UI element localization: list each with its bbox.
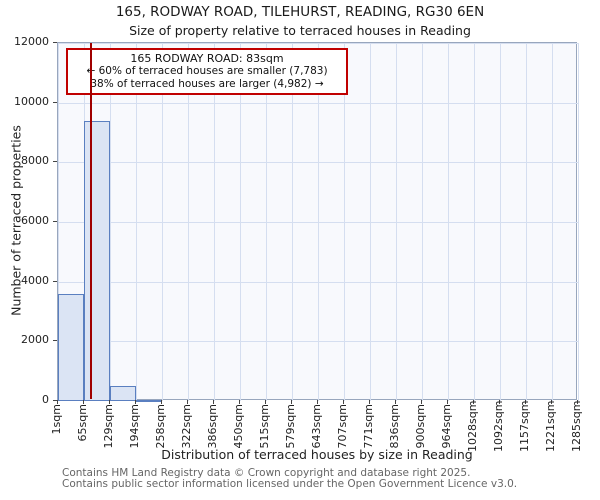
x-tick-mark <box>317 400 318 404</box>
x-tick-label: 1sqm <box>50 404 63 435</box>
x-gridline <box>162 43 164 401</box>
x-tick-mark <box>57 400 58 404</box>
x-tick-mark <box>187 400 188 404</box>
x-gridline <box>213 43 215 401</box>
x-tick-mark <box>498 400 500 404</box>
x-tick-label: 1157sqm <box>518 400 532 452</box>
x-tick-label: 836sqm <box>388 404 402 449</box>
chart-title: 165, RODWAY ROAD, TILEHURST, READING, RG… <box>115 4 485 20</box>
x-tick-label: 65sqm <box>75 404 89 442</box>
x-tick-label: 129sqm <box>101 404 115 449</box>
x-tick-mark <box>82 400 84 404</box>
x-gridline <box>473 43 475 401</box>
y-tick-label: 12000 <box>14 35 49 48</box>
y-tick-label: 8000 <box>21 154 49 168</box>
x-tick-label: 515sqm <box>258 404 272 449</box>
y-tick-label: 10000 <box>14 94 49 108</box>
x-gridline <box>318 43 319 401</box>
x-tick-label: 450sqm <box>231 404 245 449</box>
x-tick-label: 1028sqm <box>465 400 479 452</box>
y-tick-label: 0 <box>42 393 49 406</box>
x-tick-mark <box>135 400 137 404</box>
y-tick-mark <box>53 280 57 282</box>
chart-subtitle: Size of property relative to terraced ho… <box>129 23 471 38</box>
x-tick-label: 771sqm <box>361 404 375 449</box>
histogram-bar <box>83 120 110 401</box>
x-tick-mark <box>421 400 423 404</box>
x-gridline <box>448 43 449 401</box>
y-tick-label: 4000 <box>21 273 49 287</box>
x-tick-mark <box>525 400 527 404</box>
y-tick-mark <box>53 42 57 43</box>
x-tick-label: 964sqm <box>440 404 453 449</box>
property-size-marker-line <box>90 43 93 399</box>
x-tick-mark <box>395 400 397 404</box>
x-gridline <box>578 43 579 401</box>
histogram-bar <box>109 386 137 401</box>
annotation-box: 165 RODWAY ROAD: 83sqm ← 60% of terraced… <box>66 48 348 95</box>
annotation-larger-stat: 38% of terraced houses are larger (4,982… <box>90 78 324 90</box>
x-gridline <box>266 43 268 401</box>
annotation-property-label: 165 RODWAY ROAD: 83sqm <box>130 52 284 65</box>
x-tick-mark <box>342 400 344 404</box>
x-tick-label: 194sqm <box>128 404 142 449</box>
x-gridline <box>552 43 554 401</box>
x-tick-label: 643sqm <box>310 404 323 449</box>
histogram-bar <box>58 293 84 401</box>
x-tick-label: 707sqm <box>335 404 349 449</box>
x-gridline <box>136 43 138 401</box>
y-tick-mark <box>53 400 57 401</box>
x-tick-mark <box>238 400 240 404</box>
x-tick-label: 579sqm <box>284 404 298 449</box>
x-gridline <box>109 43 111 401</box>
x-tick-label: 1092sqm <box>491 400 505 452</box>
x-tick-mark <box>212 400 214 404</box>
x-gridline <box>188 43 189 401</box>
x-tick-label: 900sqm <box>414 404 428 449</box>
x-tick-mark <box>291 400 293 404</box>
x-tick-label: 1285sqm <box>570 400 583 452</box>
y-tick-mark <box>53 340 57 342</box>
x-tick-label: 322sqm <box>180 404 193 449</box>
x-gridline <box>239 43 241 401</box>
y-tick-mark <box>53 221 57 222</box>
footer-licence: Contains public sector information licen… <box>62 478 518 490</box>
x-gridline <box>499 43 501 401</box>
x-tick-mark <box>108 400 110 404</box>
x-tick-mark <box>447 400 448 404</box>
y-tick-mark <box>53 101 57 103</box>
x-tick-label: 1221sqm <box>544 400 558 452</box>
x-tick-label: 258sqm <box>154 404 168 449</box>
y-tick-label: 6000 <box>21 214 49 227</box>
x-tick-mark <box>161 400 163 404</box>
x-tick-mark <box>577 400 578 404</box>
x-tick-mark <box>368 400 370 404</box>
x-gridline <box>396 43 398 401</box>
x-gridline <box>58 43 59 401</box>
x-gridline <box>422 43 424 401</box>
x-gridline <box>526 43 528 401</box>
x-gridline <box>292 43 294 401</box>
y-tick-mark <box>53 161 57 163</box>
x-tick-mark <box>472 400 474 404</box>
x-axis-label: Distribution of terraced houses by size … <box>161 447 473 462</box>
annotation-smaller-stat: ← 60% of terraced houses are smaller (7,… <box>86 65 328 77</box>
x-tick-mark <box>265 400 267 404</box>
histogram-bar <box>136 399 163 402</box>
footer-copyright: Contains HM Land Registry data © Crown c… <box>62 467 471 479</box>
x-tick-label: 386sqm <box>205 404 219 449</box>
x-gridline <box>369 43 371 401</box>
y-tick-label: 2000 <box>21 333 49 347</box>
x-gridline <box>343 43 345 401</box>
x-tick-mark <box>551 400 553 404</box>
plot-area <box>57 42 579 402</box>
